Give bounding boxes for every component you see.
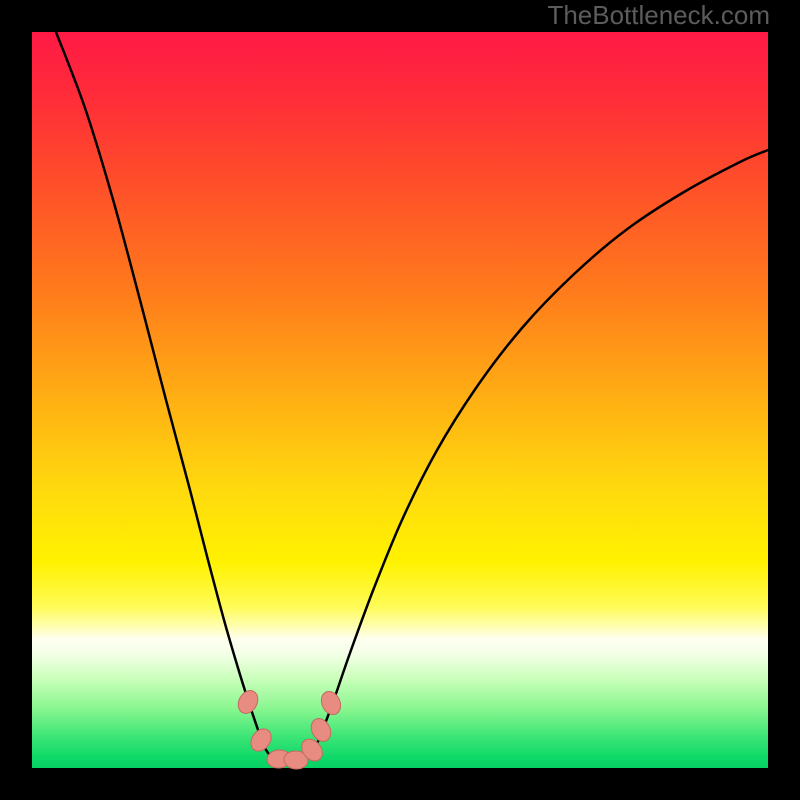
outer-frame: TheBottleneck.com [0,0,800,800]
watermark-text: TheBottleneck.com [547,0,770,31]
plot-background [32,32,768,768]
chart-svg [0,0,800,800]
